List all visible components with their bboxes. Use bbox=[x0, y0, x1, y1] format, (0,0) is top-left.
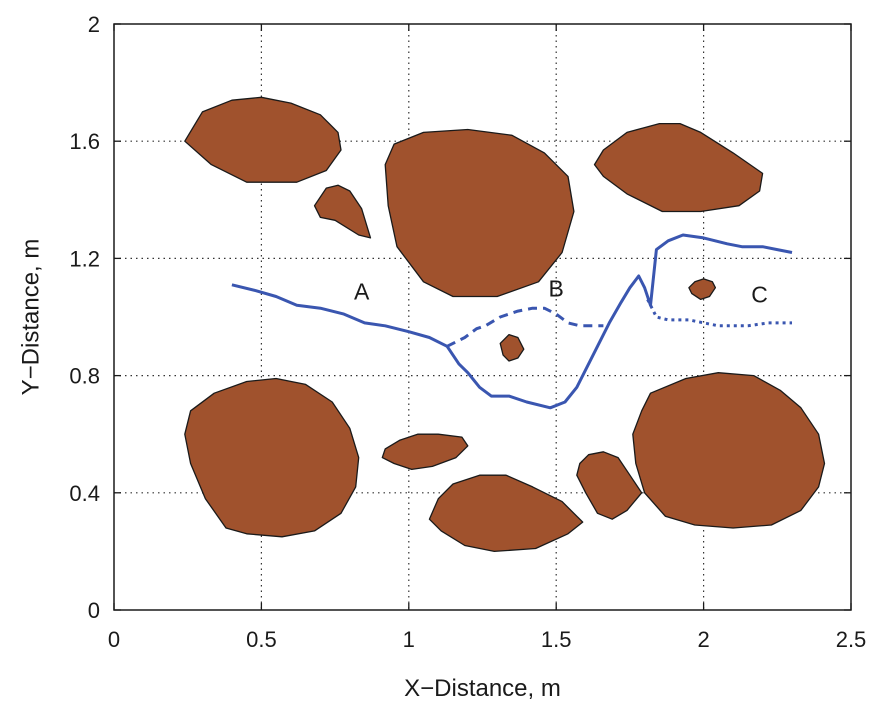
x-axis-label: X−Distance, m bbox=[404, 675, 561, 702]
obstacle bbox=[313, 184, 372, 239]
obstacle bbox=[499, 333, 525, 362]
x-tick-label: 2 bbox=[697, 627, 709, 652]
path-series-a bbox=[231, 283, 448, 348]
x-tick-label: 1 bbox=[403, 627, 415, 652]
x-tick-label: 1.5 bbox=[541, 627, 572, 652]
y-tick-label: 0 bbox=[88, 598, 100, 623]
x-tick-label: 2.5 bbox=[836, 627, 867, 652]
path-label-a: A bbox=[354, 278, 370, 304]
plot-frame bbox=[113, 23, 852, 611]
path-label-b: B bbox=[549, 275, 564, 301]
obstacle bbox=[632, 372, 826, 529]
obstacle bbox=[576, 451, 643, 520]
y-axis-label: Y−Distance, m bbox=[17, 239, 44, 396]
obstacle bbox=[184, 377, 360, 538]
obstacle bbox=[384, 128, 575, 298]
x-tick-label: 0 bbox=[108, 627, 120, 652]
y-tick-label: 0.8 bbox=[69, 364, 100, 389]
y-tick-label: 1.2 bbox=[69, 246, 100, 271]
obstacle bbox=[381, 433, 469, 471]
obstacle bbox=[593, 122, 764, 213]
axis-ticks: 0 0.5 1 1.5 2 2.5 0 0.4 0.8 1.2 1.6 2 bbox=[69, 12, 866, 652]
path-series-b bbox=[446, 306, 604, 348]
x-tick-label: 0.5 bbox=[246, 627, 277, 652]
obstacle bbox=[428, 474, 584, 553]
obstacles bbox=[184, 96, 826, 553]
path-labels: A B C bbox=[354, 275, 768, 307]
path-series bbox=[231, 233, 793, 410]
y-tick-label: 2 bbox=[88, 12, 100, 37]
obstacle bbox=[688, 278, 717, 301]
obstacle bbox=[184, 96, 342, 183]
path-series-c bbox=[646, 298, 792, 328]
y-tick-label: 1.6 bbox=[69, 129, 100, 154]
path-label-c: C bbox=[751, 281, 768, 307]
path-series-lower bbox=[445, 233, 793, 410]
y-tick-label: 0.4 bbox=[69, 481, 100, 506]
